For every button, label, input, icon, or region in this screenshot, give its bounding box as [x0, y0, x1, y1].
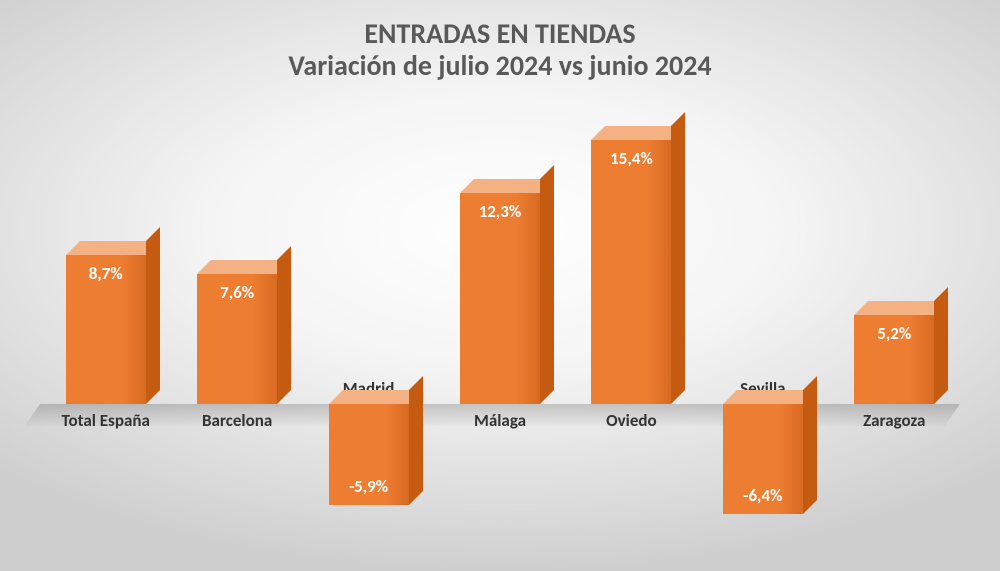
plot-area: Total España8,7%Barcelona7,6%Madrid-5,9%… [40, 130, 960, 541]
chart-title: ENTRADAS EN TIENDAS Variación de julio 2… [0, 18, 1000, 82]
bar-side-face [277, 246, 291, 404]
bar-side-face [409, 376, 423, 505]
bar-side-face [146, 227, 160, 404]
bar-side-face [934, 287, 948, 404]
bar: 8,7% [66, 255, 146, 404]
chart-title-line-1: ENTRADAS EN TIENDAS [0, 18, 1000, 50]
bar-side-face [540, 165, 554, 404]
bar-data-label: 8,7% [66, 263, 146, 284]
category-label: Málaga [430, 410, 570, 431]
category-label: Zaragoza [824, 410, 964, 431]
bar: 5,2% [854, 315, 934, 404]
category-label: Total España [36, 410, 176, 431]
bar-side-face [671, 112, 685, 404]
bar-slot: Oviedo15,4% [581, 130, 681, 541]
bar: -6,4% [723, 404, 803, 514]
bar: -5,9% [329, 404, 409, 505]
bar-side-face [803, 376, 817, 514]
bar-data-label: 15,4% [591, 148, 671, 169]
bar-data-label: 7,6% [197, 282, 277, 303]
bar-slot: Málaga12,3% [450, 130, 550, 541]
category-label: Barcelona [167, 410, 307, 431]
bar: 12,3% [460, 193, 540, 404]
chart-title-line-2: Variación de julio 2024 vs junio 2024 [0, 50, 1000, 82]
bar: 15,4% [591, 140, 671, 404]
bar-front-face [460, 193, 540, 404]
chart-container: ENTRADAS EN TIENDAS Variación de julio 2… [0, 0, 1000, 571]
bar-slot: Barcelona7,6% [187, 130, 287, 541]
bar-slot: Madrid-5,9% [319, 130, 419, 541]
bar-data-label: 5,2% [854, 323, 934, 344]
bar-data-label: -6,4% [723, 485, 803, 506]
bar: 7,6% [197, 274, 277, 404]
bar-data-label: 12,3% [460, 201, 540, 222]
bar-slot: Zaragoza5,2% [844, 130, 944, 541]
bar-slot: Sevilla-6,4% [713, 130, 813, 541]
bar-front-face [591, 140, 671, 404]
bar-data-label: -5,9% [329, 476, 409, 497]
category-label: Oviedo [561, 410, 701, 431]
bar-slot: Total España8,7% [56, 130, 156, 541]
